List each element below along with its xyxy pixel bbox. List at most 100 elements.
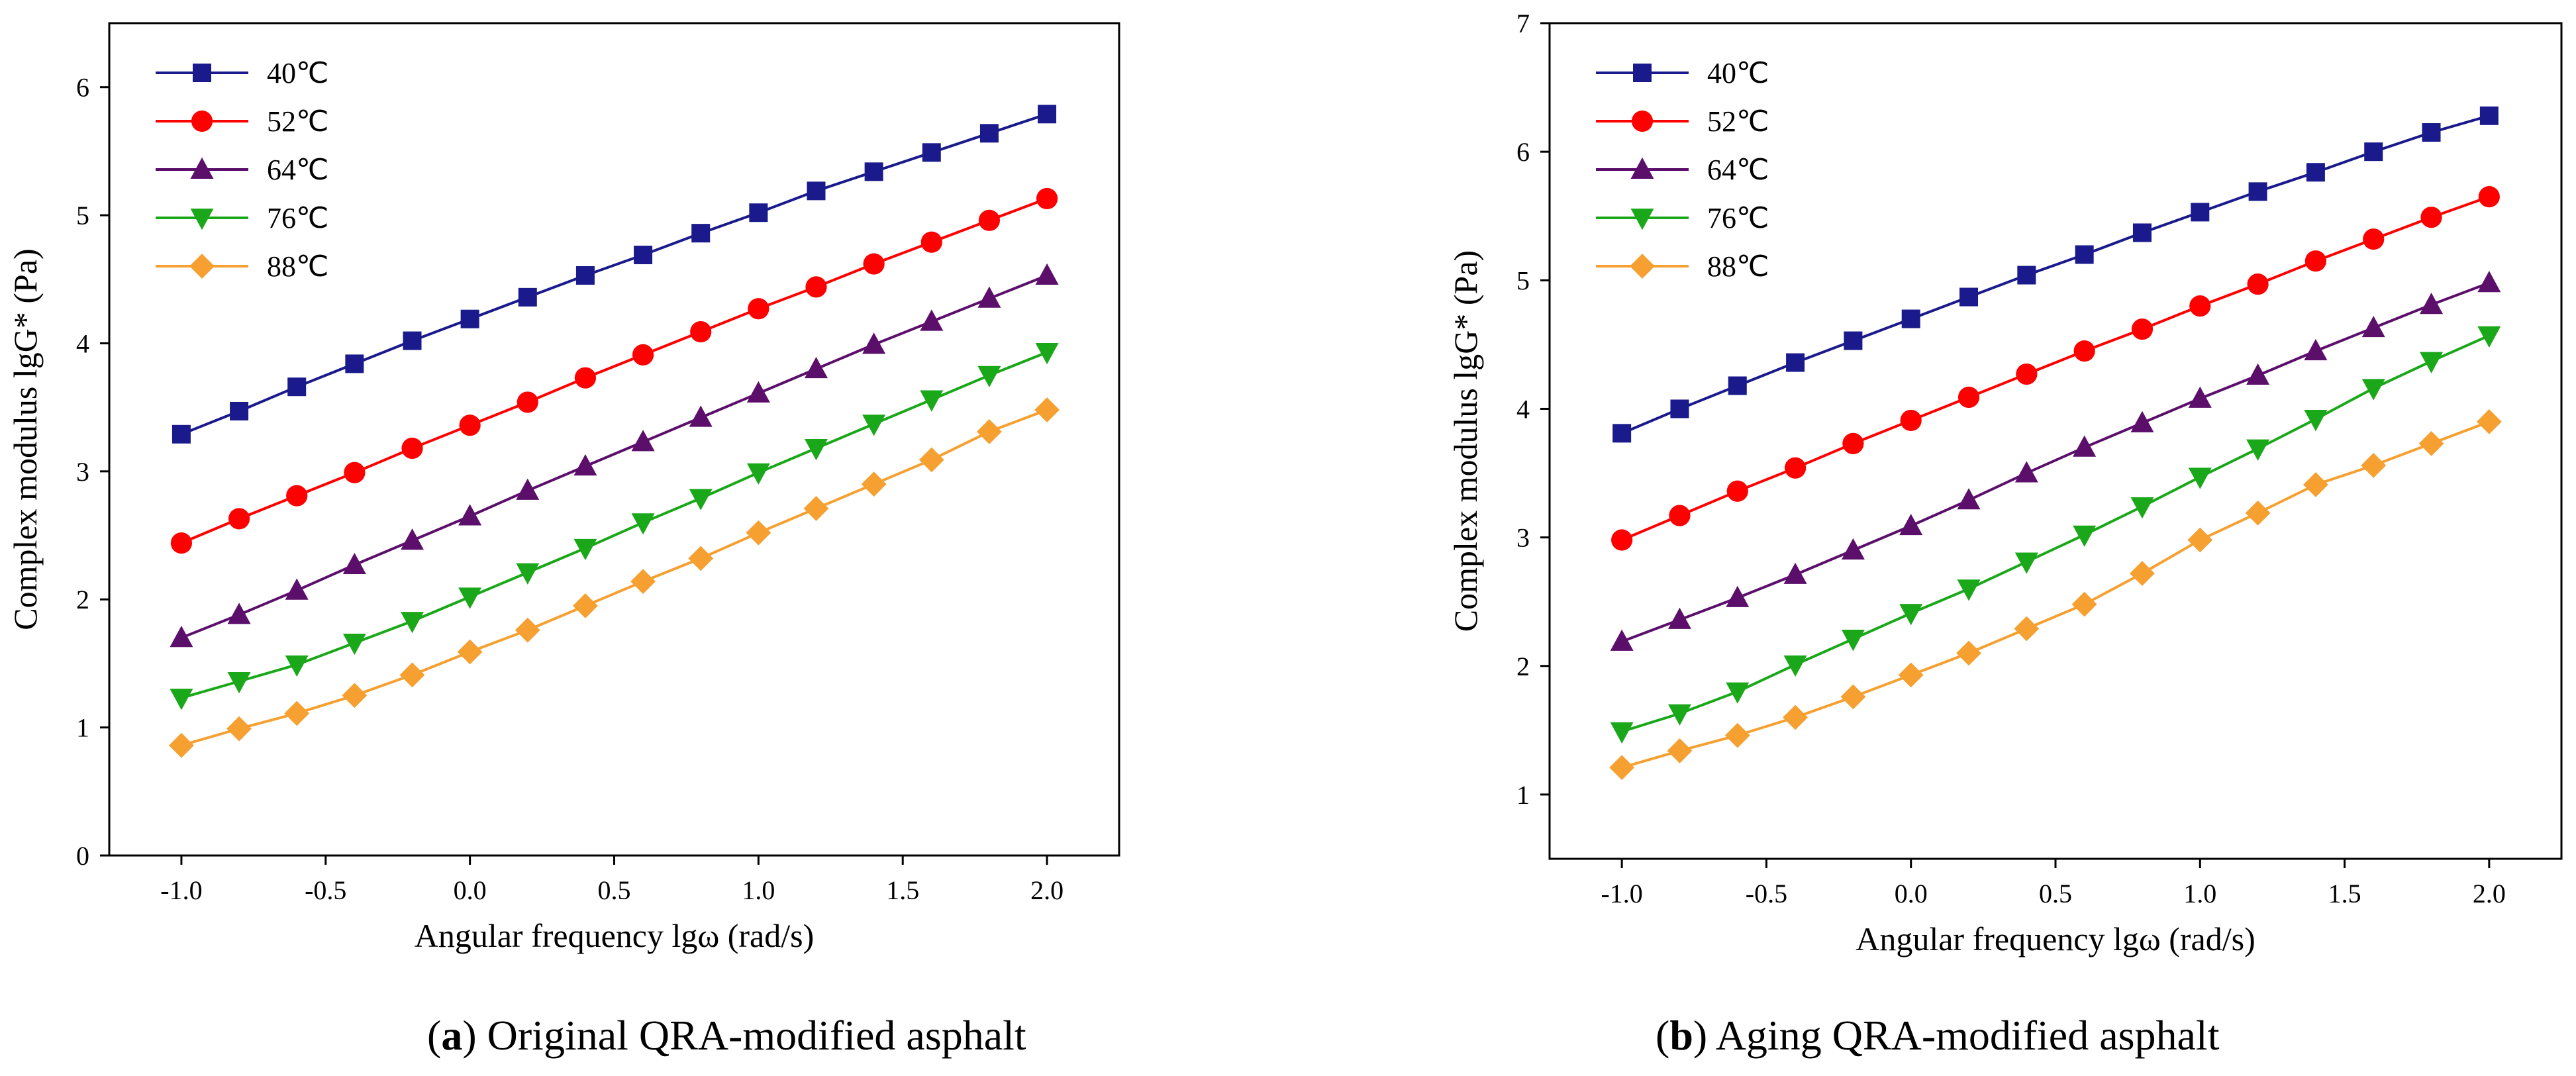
data-point (401, 612, 424, 634)
data-point (342, 683, 368, 709)
data-point (2246, 363, 2270, 385)
legend-label: 64℃ (1707, 154, 1769, 186)
data-point (807, 181, 826, 201)
legend-label: 40℃ (1707, 57, 1769, 89)
y-tick-label: 0 (76, 841, 89, 871)
data-point (2476, 409, 2502, 434)
y-tick-label: 5 (1516, 266, 1530, 295)
data-point (2361, 452, 2387, 478)
legend-marker (1630, 157, 1654, 179)
data-point (460, 309, 479, 328)
data-point (1610, 722, 1634, 744)
data-point (2075, 245, 2094, 264)
series-line (1621, 114, 2490, 435)
data-point (2071, 591, 2097, 617)
legend-label: 76℃ (1707, 202, 1769, 234)
data-point (2189, 295, 2211, 317)
data-point (918, 447, 944, 473)
series-line (181, 113, 1048, 436)
legend-label: 88℃ (267, 250, 328, 283)
data-point (688, 546, 714, 571)
series-line (1621, 281, 2490, 643)
data-point (805, 439, 828, 461)
data-point (342, 552, 366, 575)
y-tick-label: 3 (1516, 523, 1530, 553)
data-point (1898, 662, 1924, 688)
data-point (977, 286, 1001, 308)
data-point (1610, 629, 1634, 651)
data-point (2306, 163, 2325, 182)
data-point (170, 532, 193, 554)
series-5 (1609, 409, 2502, 781)
chart-panel-b: -1.0 -0.5 0.0 0.5 1.0 1.5 2.0 1 2 3 4 5 6 7 Angular fr… (1447, 9, 2563, 1059)
data-point (631, 430, 655, 452)
data-point (2131, 318, 2154, 340)
data-point (748, 298, 769, 320)
data-point (1726, 682, 1750, 704)
data-point (457, 639, 483, 665)
caption-text: ) Original QRA-modified asphalt (462, 1012, 1026, 1059)
data-point (517, 391, 538, 413)
data-point (227, 603, 251, 624)
data-point (2422, 123, 2441, 142)
x-tick-label: 0.5 (598, 875, 631, 905)
data-point (2132, 223, 2152, 242)
series-2 (170, 187, 1058, 554)
data-point (2247, 273, 2269, 295)
data-point (573, 593, 598, 618)
data-point (861, 471, 887, 497)
data-point (1959, 287, 1979, 307)
data-point (1035, 263, 1059, 285)
y-tick-label: 5 (76, 201, 89, 230)
y-tick-label: 1 (1516, 780, 1530, 810)
data-point (922, 143, 941, 162)
data-point (285, 655, 309, 677)
data-point (1957, 579, 1981, 601)
data-point (573, 454, 597, 476)
data-point (170, 626, 193, 648)
data-point (634, 246, 653, 265)
x-tick-label: -0.5 (1746, 879, 1787, 908)
legend-marker (1631, 110, 1654, 132)
data-point (1901, 309, 1920, 328)
data-point (2420, 352, 2444, 373)
data-point (1899, 604, 1923, 626)
data-point (2016, 363, 2038, 385)
x-tick-label: 2.0 (2473, 879, 2506, 908)
data-point (230, 401, 249, 420)
legend-marker (193, 64, 211, 82)
data-point (2073, 340, 2095, 362)
data-point (1783, 562, 1807, 584)
data-point (1726, 480, 1748, 502)
panel-caption: (a) Original QRA-modified asphalt (427, 1012, 1026, 1059)
data-point (2477, 270, 2501, 293)
data-point (2014, 616, 2040, 642)
data-point (1612, 424, 1632, 443)
data-point (920, 309, 944, 331)
y-axis-title: Complex modulus lgG* (Pa) (7, 248, 44, 630)
legend-label: 52℃ (267, 105, 328, 138)
data-point (977, 418, 1002, 444)
x-tick-label: -0.5 (305, 875, 346, 905)
data-point (1783, 705, 1808, 730)
series-line (1621, 334, 2490, 733)
data-point (2363, 228, 2385, 250)
data-point (1786, 353, 1805, 372)
data-point (515, 617, 540, 643)
y-tick-label: 6 (1516, 137, 1530, 167)
series-line (181, 274, 1048, 640)
y-tick-label: 3 (76, 457, 89, 487)
x-tick-label: 0.0 (1895, 879, 1928, 908)
data-point (746, 520, 771, 546)
data-point (227, 671, 251, 694)
plot-frame (1548, 22, 2563, 860)
data-point (1841, 538, 1865, 560)
data-point (1667, 607, 1691, 629)
panel-caption: (b) Aging QRA-modified asphalt (1656, 1012, 2220, 1059)
data-point (401, 437, 423, 460)
data-point (226, 716, 252, 742)
series-line (1621, 420, 2490, 769)
x-tick-label: 1.5 (2328, 879, 2361, 908)
legend-label: 40℃ (267, 57, 328, 89)
legend-label: 52℃ (1707, 105, 1769, 138)
